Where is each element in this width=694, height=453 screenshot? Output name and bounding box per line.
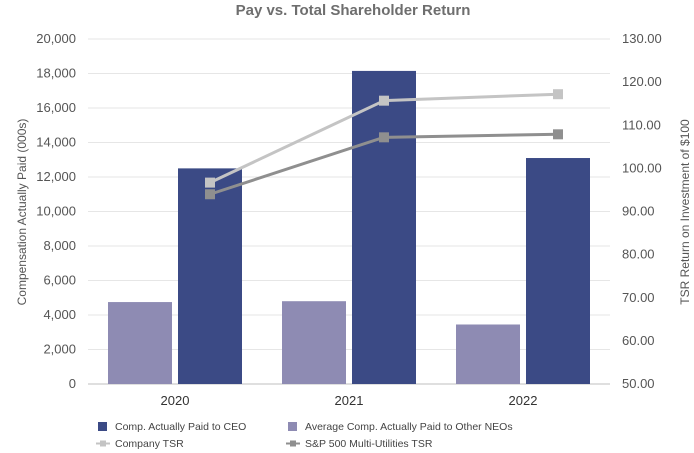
- right-tick-label: 70.00: [622, 290, 655, 305]
- neo-avg-bar: [282, 301, 346, 384]
- left-tick-label: 8,000: [43, 238, 76, 253]
- right-axis-ticks: 50.00 60.00 70.00 80.00 90.00 100.00 110.00 120…: [622, 31, 662, 391]
- right-axis-label: TSR Return on Investment of $100: [678, 119, 692, 305]
- sp500-tsr-point: [379, 132, 389, 143]
- legend-label: Company TSR: [115, 438, 184, 450]
- category-label: 2020: [161, 393, 190, 408]
- left-tick-label: 14,000: [36, 135, 76, 150]
- right-tick-label: 80.00: [622, 247, 655, 262]
- legend-swatch: [98, 422, 107, 431]
- company-tsr-point: [379, 95, 389, 106]
- left-tick-label: 18,000: [36, 66, 76, 81]
- left-axis-label: Compensation Actually Paid (000s): [15, 119, 29, 306]
- legend-label: Comp. Actually Paid to CEO: [115, 421, 246, 433]
- left-tick-label: 12,000: [36, 169, 76, 184]
- ceo-bar: [352, 70, 416, 384]
- category-label: 2022: [509, 393, 538, 408]
- left-tick-label: 20,000: [36, 31, 76, 46]
- gridlines: [88, 38, 610, 385]
- left-tick-label: 0: [69, 376, 76, 391]
- neo-avg-bar: [456, 324, 520, 384]
- ceo-bar: [526, 158, 590, 384]
- legend-swatch: [288, 422, 297, 431]
- legend-marker: [290, 440, 296, 447]
- sp500-tsr-point: [553, 129, 563, 140]
- left-tick-label: 4,000: [43, 307, 76, 322]
- bars: [108, 70, 590, 384]
- left-tick-label: 6,000: [43, 273, 76, 288]
- company-tsr-point: [553, 89, 563, 100]
- chart-title: Pay vs. Total Shareholder Return: [236, 2, 471, 19]
- legend-marker: [100, 440, 106, 447]
- ceo-bar: [178, 168, 242, 384]
- left-tick-label: 16,000: [36, 100, 76, 115]
- legend: Comp. Actually Paid to CEO Average Comp. …: [96, 421, 513, 450]
- right-tick-label: 130.00: [622, 31, 662, 46]
- left-axis-ticks: 0 2,000 4,000 6,000 8,000 10,000 12,000 14,000 1…: [36, 31, 76, 391]
- right-tick-label: 100.00: [622, 160, 662, 175]
- sp500-tsr-point: [205, 189, 215, 200]
- right-tick-label: 120.00: [622, 74, 662, 89]
- company-tsr-point: [205, 177, 215, 188]
- right-tick-label: 110.00: [622, 117, 661, 132]
- legend-label: S&P 500 Multi-Utilities TSR: [305, 438, 433, 450]
- neo-avg-bar: [108, 302, 172, 384]
- category-label: 2021: [335, 393, 364, 408]
- left-tick-label: 2,000: [43, 342, 76, 357]
- legend-label: Average Comp. Actually Paid to Other NEO…: [305, 421, 513, 433]
- right-tick-label: 90.00: [622, 204, 655, 219]
- category-labels: 2020 2021 2022: [161, 393, 538, 408]
- left-tick-label: 10,000: [36, 204, 76, 219]
- tsr-lines: [205, 89, 563, 200]
- right-tick-label: 50.00: [622, 376, 655, 391]
- right-tick-label: 60.00: [622, 333, 655, 348]
